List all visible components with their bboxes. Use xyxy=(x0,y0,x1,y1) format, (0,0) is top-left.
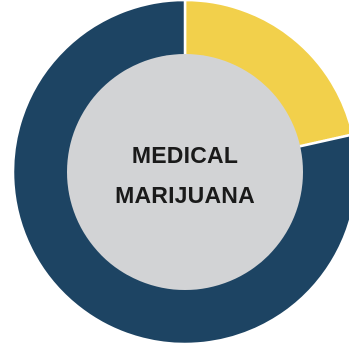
center-label-line-1: MEDICAL xyxy=(132,142,238,168)
donut-center-disc xyxy=(67,54,303,290)
center-label-line-2: MARIJUANA xyxy=(115,182,255,208)
